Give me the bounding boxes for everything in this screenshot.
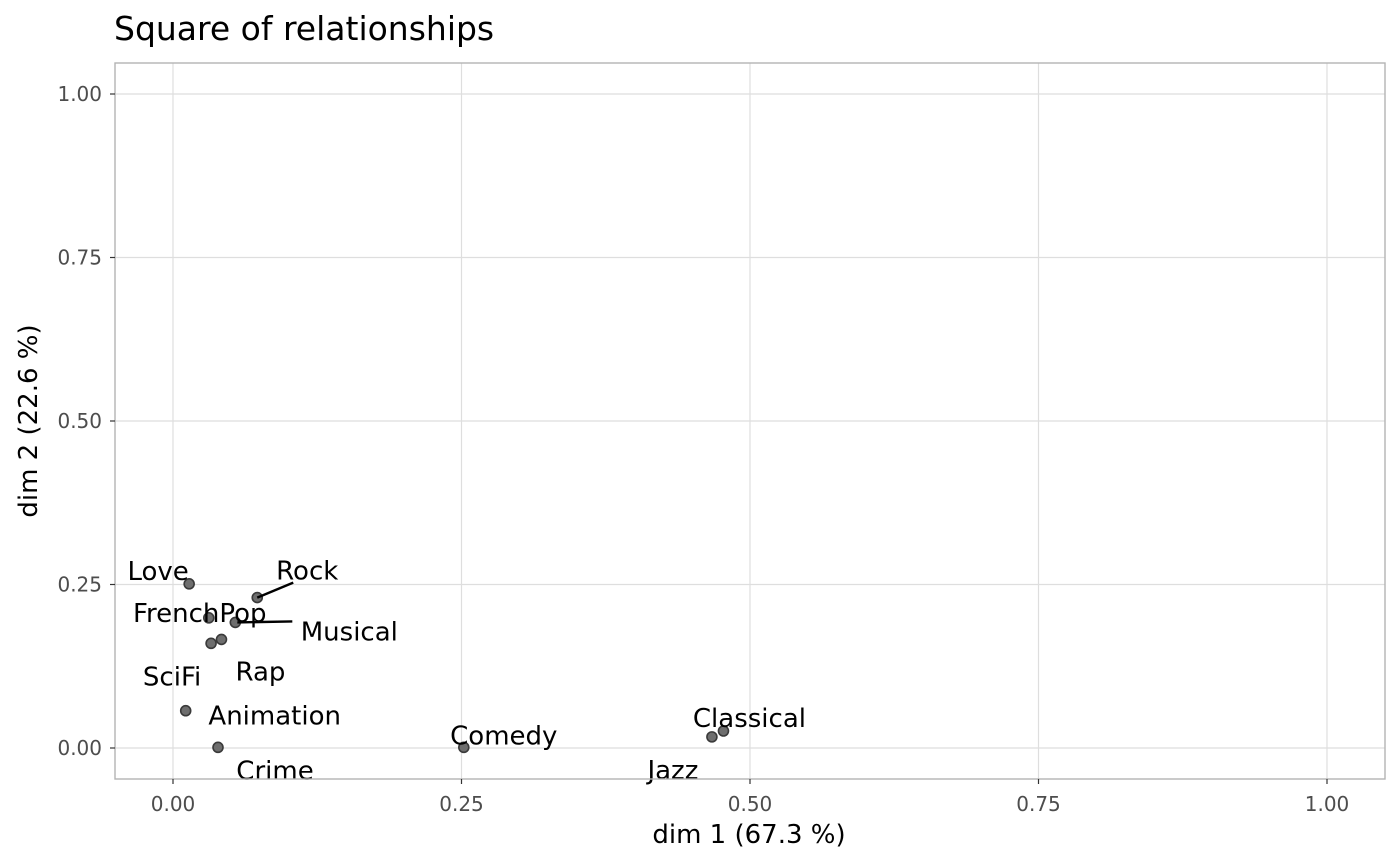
x-axis-title: dim 1 (67.3 %): [652, 820, 845, 850]
leader-line-musical: [237, 620, 293, 624]
y-tick-label-4: 1.00: [57, 82, 102, 106]
y-tick-label-1: 0.25: [57, 573, 102, 597]
y-tick-label-0: 0.00: [57, 736, 102, 760]
point-label-comedy: Comedy: [450, 721, 557, 751]
point-label-rock: Rock: [276, 557, 338, 587]
x-tick-label-0: 0.00: [151, 792, 196, 816]
point-scifi: [205, 637, 217, 650]
point-label-scifi: SciFi: [143, 662, 201, 692]
point-label-musical: Musical: [301, 617, 398, 647]
point-rap: [215, 633, 228, 646]
point-label-animation: Animation: [208, 702, 341, 732]
x-tick-label-2: 0.50: [728, 792, 773, 816]
data-points: [179, 578, 730, 754]
y-tick-label-3: 0.75: [57, 246, 102, 270]
point-classical: [717, 725, 730, 737]
point-label-crime: Crime: [236, 756, 313, 786]
point-comedy: [458, 741, 470, 754]
x-tick-label-1: 0.25: [439, 792, 484, 816]
y-tick-label-2: 0.50: [57, 409, 102, 433]
point-love: [183, 578, 195, 590]
grid: [115, 63, 1385, 779]
x-tick-label-4: 1.00: [1305, 792, 1350, 816]
point-frenchpop: [202, 612, 215, 624]
point-labels: Love Rock FrenchPop Musical Rap SciFiAnimatio…: [127, 557, 806, 787]
x-tick-label-3: 0.75: [1016, 792, 1061, 816]
leader-line-rock: [256, 581, 294, 599]
point-label-rap: Rap: [235, 657, 285, 687]
point-animation: [179, 704, 192, 717]
point-label-frenchpop: FrenchPop: [133, 599, 267, 629]
point-label-love: Love: [127, 557, 188, 587]
point-label-jazz: Jazz: [645, 756, 698, 786]
chart-title: Square of relationships: [114, 9, 494, 48]
axis-ticks: 0.00 0.25 0.50 0.75 1.00 0.00 0.25 0.50 0.75 1.00: [57, 82, 1349, 816]
y-axis-title: dim 2 (22.6 %): [14, 324, 44, 517]
point-label-classical: Classical: [693, 704, 806, 734]
point-jazz: [706, 731, 718, 743]
point-crime: [212, 741, 224, 754]
